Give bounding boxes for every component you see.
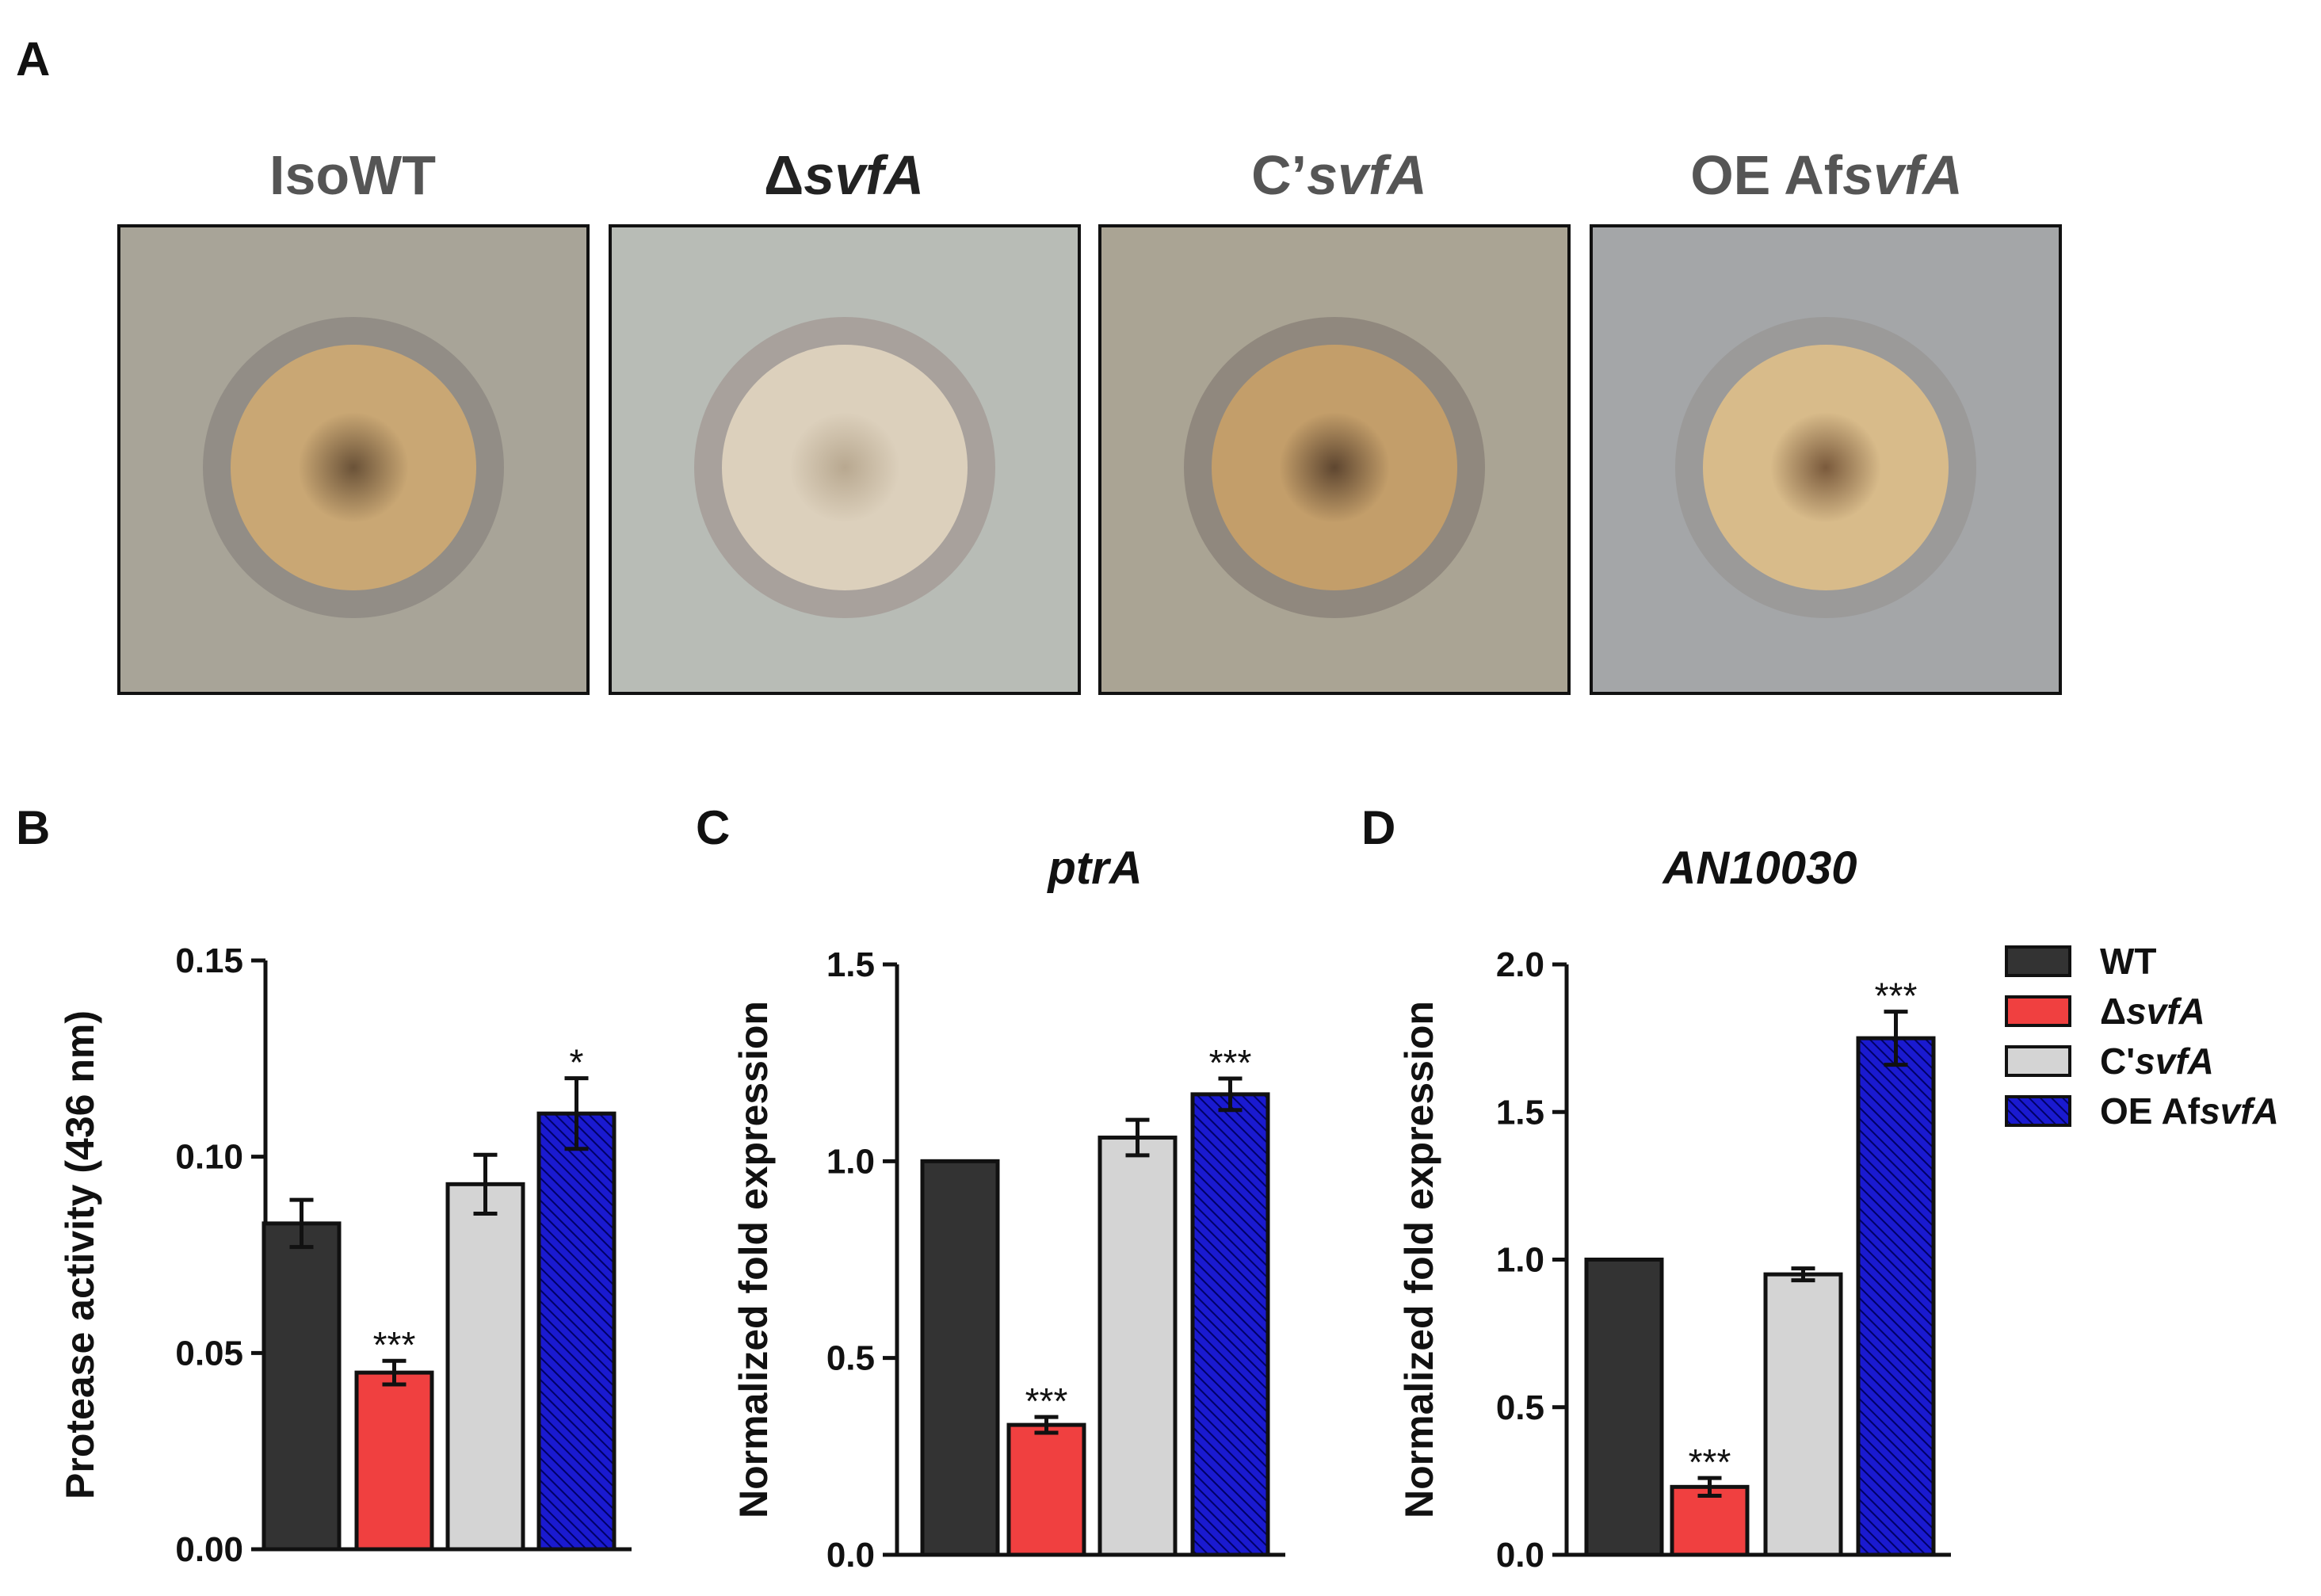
legend-swatch xyxy=(2005,1095,2071,1127)
legend-label: ΔsvfA xyxy=(2100,991,2205,1032)
bar-csvfa xyxy=(445,1182,525,1552)
y-tick-label: 0.15 xyxy=(175,941,243,980)
legend-label: C'svfA xyxy=(2100,1040,2214,1082)
label-part: svfA xyxy=(804,144,924,206)
plate-label: ΔsvfA xyxy=(764,144,924,206)
legend-item: OE AfsvfA xyxy=(2005,1090,2279,1132)
y-tick-label: 1.0 xyxy=(1496,1241,1544,1280)
significance-marker: *** xyxy=(373,1324,416,1365)
significance-marker: *** xyxy=(1209,1042,1252,1083)
plate-photos: IsoWT ΔsvfA C’svfA OE AfsvfA xyxy=(117,144,2062,695)
legend-swatch xyxy=(2005,1045,2071,1077)
y-axis-title: Normalized fold expression xyxy=(1397,1001,1441,1518)
significance-marker: *** xyxy=(1875,976,1918,1017)
fungal-colony xyxy=(1703,345,1949,590)
legend-item: C'svfA xyxy=(2005,1040,2214,1082)
label-part: svfA xyxy=(1307,144,1427,206)
plate-label: C’svfA xyxy=(1251,144,1427,206)
chart-ptra-expression: 0.0 0.5 1.0 1.5 Normalized fold expression pt… xyxy=(731,842,1285,1575)
legend-swatch xyxy=(2005,995,2071,1027)
y-tick-label: 0.5 xyxy=(826,1339,875,1378)
bar-oeafsvfa xyxy=(1190,1092,1270,1557)
label-part: IsoWT xyxy=(269,144,436,206)
chart-title: AN10030 xyxy=(1661,842,1857,894)
legend-item: ΔsvfA xyxy=(2005,991,2205,1032)
bar-svfa xyxy=(1006,1422,1086,1557)
legend-swatch xyxy=(2005,945,2071,977)
y-tick-label: 0.0 xyxy=(826,1536,875,1575)
label-part: C’ xyxy=(1251,144,1307,206)
chart-an10030-expression: 0.0 0.5 1.0 1.5 2.0 Normalized fold expressio… xyxy=(1397,842,1951,1575)
label-part: C' xyxy=(2100,1040,2135,1082)
significance-marker: *** xyxy=(1689,1441,1731,1483)
plate-0: IsoWT xyxy=(117,144,590,695)
panel-letter-c: C xyxy=(696,801,730,854)
bar-oeafsvfa xyxy=(1856,1036,1936,1557)
bar-svfa xyxy=(1670,1484,1750,1557)
label-part: svfA xyxy=(1842,144,1963,206)
fungal-colony xyxy=(722,345,968,590)
label-part: OE Af xyxy=(2100,1090,2201,1132)
bar-wt xyxy=(261,1221,342,1552)
legend-label: OE AfsvfA xyxy=(2100,1090,2279,1132)
y-tick-label: 0.05 xyxy=(175,1334,243,1373)
bar-oeafsvfa xyxy=(536,1111,617,1552)
chart-protease-activity: 0.00 0.05 0.10 0.15 Protease activity (436 n… xyxy=(58,941,632,1569)
label-part: svfA xyxy=(2135,1040,2214,1082)
y-tick-label: 2.0 xyxy=(1496,945,1544,984)
label-part: Δ xyxy=(2100,991,2126,1032)
y-axis-title: Protease activity (436 nm) xyxy=(58,1010,102,1499)
significance-marker: *** xyxy=(1025,1380,1068,1422)
bar-csvfa xyxy=(1098,1136,1178,1557)
plate-label: OE AfsvfA xyxy=(1690,144,1963,206)
label-part: svfA xyxy=(2126,991,2205,1032)
bar-wt xyxy=(1584,1258,1664,1557)
y-tick-label: 1.5 xyxy=(826,945,875,984)
y-axis-title: Normalized fold expression xyxy=(731,1001,776,1518)
plate-3: OE AfsvfA xyxy=(1590,144,2062,695)
bar-svfa xyxy=(354,1370,434,1552)
plate-2: C’svfA xyxy=(1098,144,1571,695)
panel-letter-a: A xyxy=(16,32,50,86)
bar-wt xyxy=(920,1159,1000,1557)
y-tick-label: 0.0 xyxy=(1496,1536,1544,1575)
label-part: Δ xyxy=(764,144,804,206)
chart-title: ptrA xyxy=(1046,842,1142,894)
bar-csvfa xyxy=(1763,1272,1843,1557)
y-tick-label: 1.5 xyxy=(1496,1093,1544,1132)
plate-1: ΔsvfA xyxy=(609,144,1081,695)
fungal-colony xyxy=(1212,345,1457,590)
panel-letter-b: B xyxy=(16,801,50,854)
y-tick-label: 1.0 xyxy=(826,1142,875,1181)
label-part: WT xyxy=(2100,941,2157,982)
plate-label: IsoWT xyxy=(269,144,436,206)
y-tick-label: 0.00 xyxy=(175,1530,243,1569)
significance-marker: * xyxy=(570,1042,584,1083)
legend-item: WT xyxy=(2005,941,2157,982)
y-tick-label: 0.5 xyxy=(1496,1388,1544,1427)
label-part: OE Af xyxy=(1690,144,1843,206)
legend-label: WT xyxy=(2100,941,2157,982)
y-tick-label: 0.10 xyxy=(175,1138,243,1177)
fungal-colony xyxy=(231,345,476,590)
label-part: svfA xyxy=(2200,1090,2279,1132)
panel-letter-d: D xyxy=(1361,801,1395,854)
